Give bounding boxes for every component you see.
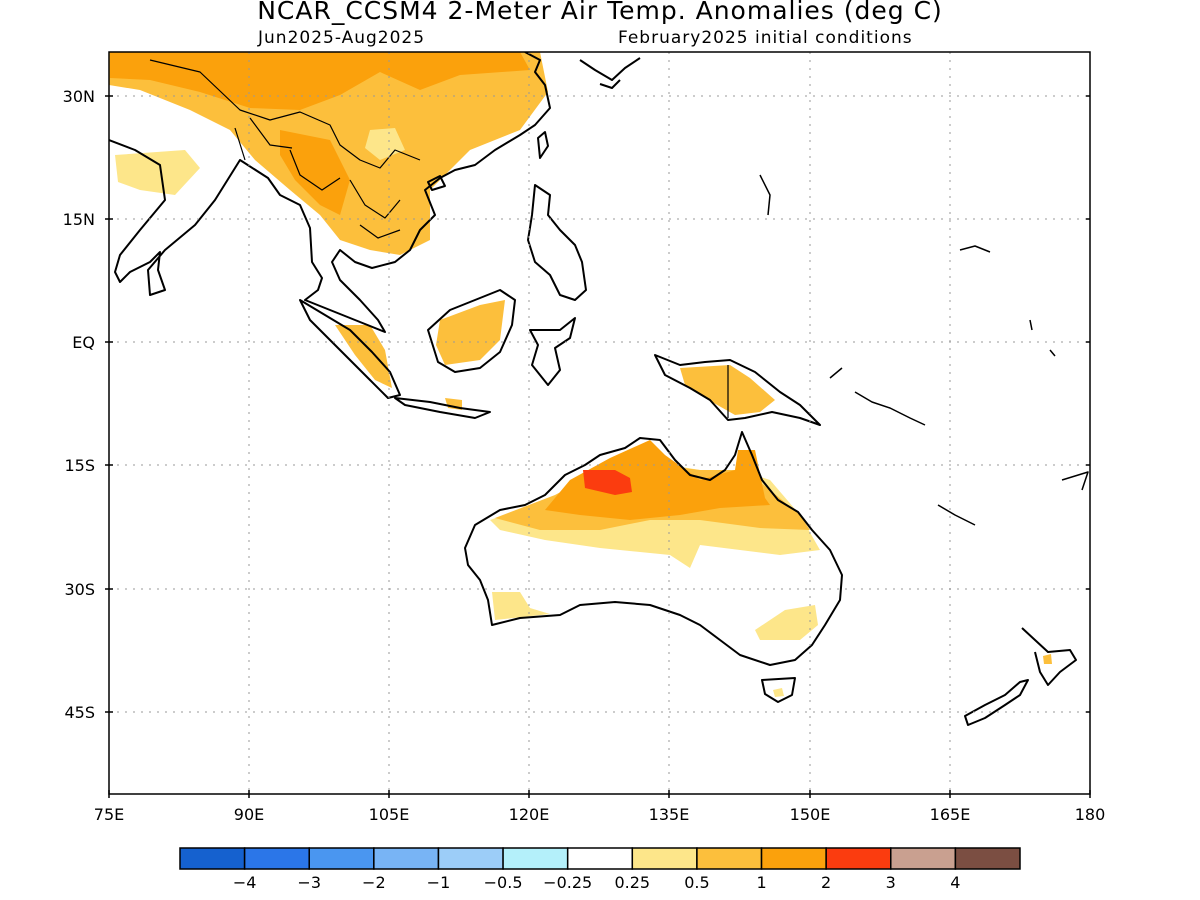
new-zealand-coastline [964, 627, 1077, 726]
colorbar-label: −3 [297, 873, 321, 892]
taiwan-coastline [537, 131, 549, 159]
colorbar-swatch [954, 847, 1021, 870]
lon-tick-label: 90E [234, 805, 264, 824]
forecast-period: Jun2025-Aug2025 [258, 28, 426, 48]
colorbar-swatch [825, 847, 892, 870]
india-anomaly-0.25-0.5 [115, 150, 200, 195]
map-title: NCAR_CCSM4 2-Meter Air Temp. Anomalies (… [257, 0, 943, 25]
lat-tick-label: 30S [64, 580, 95, 599]
tasmania-anomaly-0.25-0.5 [773, 688, 784, 697]
sumatra-anomaly-0.5-1 [335, 325, 392, 388]
colorbar-swatch [566, 847, 634, 870]
initial-conditions: February2025 initial conditions [618, 28, 913, 48]
lon-tick-label: 150E [790, 805, 831, 824]
australia-anomaly-1-2 [545, 440, 770, 520]
sw-australia-anomaly-0.25-0.5 [492, 592, 550, 620]
philippines-coastline [527, 184, 587, 301]
sulawesi-coastline [529, 317, 576, 386]
colorbar [179, 847, 1021, 870]
colorbar-swatch [308, 847, 375, 870]
korea-japan-coastline [579, 57, 641, 89]
lat-tick-label: 15N [63, 210, 95, 229]
coastlines [109, 52, 1089, 726]
se-australia-anomaly-0.25-0.5 [755, 605, 818, 640]
asia-coastline [109, 52, 551, 333]
lat-tick-label: 45S [64, 703, 95, 722]
australia-anomaly-2-3 [583, 470, 632, 495]
colorbar-label: −1 [427, 873, 451, 892]
colorbar-swatch [179, 847, 246, 870]
country-borders [149, 59, 729, 418]
lon-tick-label: 135E [649, 805, 690, 824]
lon-tick-label: 180 [1075, 805, 1106, 824]
colorbar-swatch [373, 847, 440, 870]
hainan-coastline [427, 175, 446, 191]
colorbar-label: 2 [821, 873, 831, 892]
lat-tick-label: 15S [64, 456, 95, 475]
australia-coastline [464, 431, 843, 666]
colorbar-label: 4 [950, 873, 960, 892]
se-asia-anomaly-1-2 [280, 130, 350, 215]
colorbar-label: 1 [756, 873, 766, 892]
colorbar-label: 0.25 [614, 873, 650, 892]
lat-tick-label: EQ [72, 333, 95, 352]
latitude-axis: 30N 15N EQ 15S 30S 45S [63, 87, 1090, 722]
colorbar-swatch [437, 847, 504, 870]
colorbar-swatch [890, 847, 957, 870]
lon-tick-label: 105E [369, 805, 410, 824]
colorbar-label: −0.5 [484, 873, 523, 892]
colorbar-label: −0.25 [543, 873, 592, 892]
sumatra-coastline [299, 299, 401, 399]
map-frame [108, 51, 1091, 795]
colorbar-label: −4 [233, 873, 257, 892]
colorbar-swatch [631, 847, 698, 870]
colorbar-label: 3 [886, 873, 896, 892]
colorbar-label: 0.5 [684, 873, 709, 892]
china-anomaly-0.25-0.5 [365, 128, 405, 160]
colorbar-swatch [243, 847, 310, 870]
lon-tick-label: 120E [509, 805, 550, 824]
lon-tick-label: 75E [94, 805, 124, 824]
colorbar-swatch [760, 847, 827, 870]
anomaly-shading [109, 52, 1052, 697]
colorbar-labels: −4 −3 −2 −1 −0.5 −0.25 0.25 0.5 1 2 3 4 [233, 873, 961, 892]
tasmania-coastline [761, 677, 796, 703]
longitude-axis: 75E 90E 105E 120E 135E 150E 165E 180 [94, 790, 1106, 824]
java-coastline [394, 397, 491, 419]
borneo-coastline [427, 289, 516, 373]
colorbar-label: −2 [362, 873, 386, 892]
lat-lon-grid [109, 52, 1090, 794]
lon-tick-label: 165E [930, 805, 971, 824]
nz-anomaly-0.5-1 [1043, 654, 1052, 664]
lat-tick-label: 30N [63, 87, 95, 106]
colorbar-swatch [502, 847, 569, 870]
pacific-islands-coastline [759, 174, 1089, 526]
borneo-anomaly-0.5-1 [436, 300, 505, 365]
colorbar-swatch [696, 847, 763, 870]
